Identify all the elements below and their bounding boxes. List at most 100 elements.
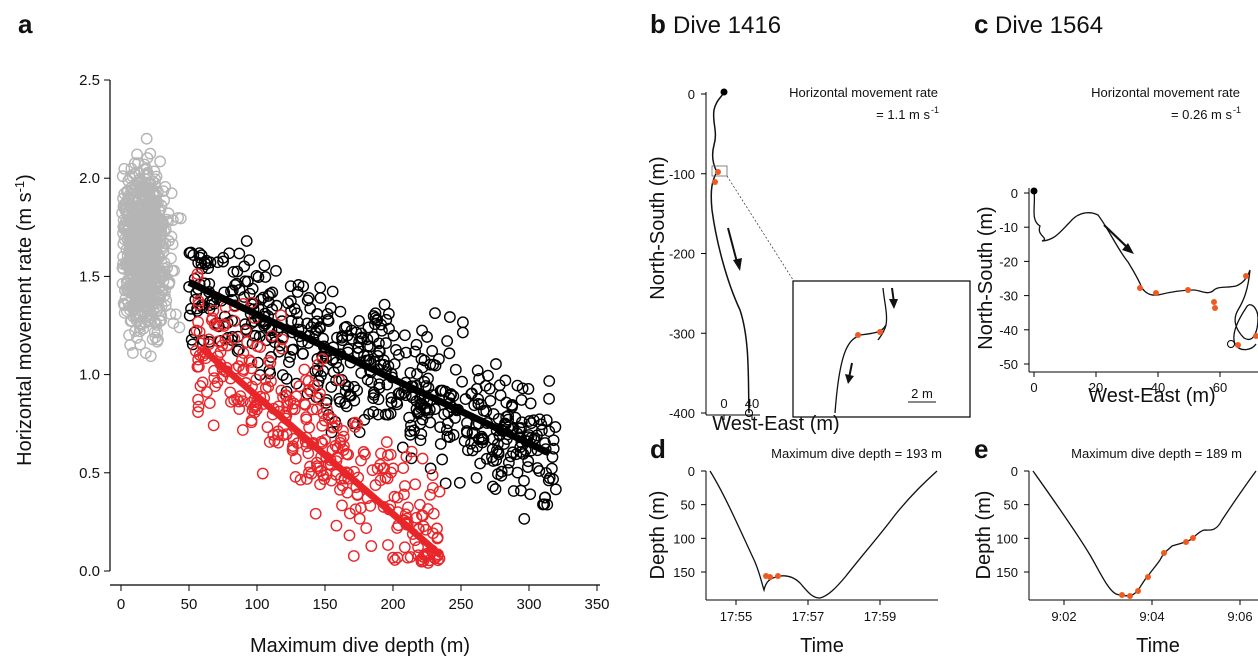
panel-a-point [258,259,271,272]
panel-e-event-dot [1135,588,1141,594]
panel-a-point [204,256,217,269]
panel-a-point [377,354,390,367]
panel-a-point [155,314,167,327]
panel-a-point [232,395,245,408]
panel-d-depth-profile: 0 50 100 150 17:55 17:57 17:59 Maximum dive de… [647,446,942,657]
panel-a-point [362,321,375,334]
panel-a-point [441,335,454,347]
panel-a-point [507,485,520,497]
panel-a-point [284,350,297,363]
panel-c-x-tick-label: 40 [1151,380,1165,395]
panel-a-red-fit [200,346,443,558]
panel-a-point [145,202,158,215]
panel-a-point [443,311,456,323]
panel-b-event-dot [712,179,718,185]
panel-a-point [167,317,180,330]
panel-a-point [373,378,386,391]
panel-a-point [243,254,256,266]
panel-a-point [416,452,429,465]
panel-a-y-tick-label: 1.0 [79,367,100,384]
panel-a-point [439,477,452,490]
panel-a-point [264,287,276,300]
panel-c-start-dot [1030,187,1038,195]
panel-a-point [122,184,134,197]
panel-a-point [334,305,347,318]
panel-a-point [343,529,356,542]
panel-a-x-tick-label: 350 [584,596,609,613]
panel-a-point [193,326,206,338]
panel-e-y-tick-label: 0 [1011,464,1018,479]
panel-b-start-dot [720,88,728,96]
panel-b-y-tick-label: -400 [669,406,695,421]
panel-a-point [421,331,433,343]
panel-a-point [357,446,370,458]
panel-a-point [259,373,272,386]
panel-d-y-tick-label: 50 [681,498,695,513]
panel-a-point [375,447,387,460]
panel-a-point [211,319,224,332]
panel-b-inset-track-branch [877,324,887,341]
panel-a-point [156,268,168,281]
panel-c-event-dot [1243,273,1249,279]
panel-b-zoom-connector [726,175,796,284]
panel-a-point [369,311,382,324]
panel-a-point [287,343,300,356]
panel-a-point [228,315,241,328]
panel-a-scatter: 0 50 100 150 200 250 300 350 0.0 0.5 1.0 1.5 2.0 2.5… [12,72,610,657]
panel-a-point [427,507,440,520]
panel-a-point [333,392,346,405]
panel-a-point [405,452,418,465]
panel-a-point [332,361,345,374]
panel-a-point [275,342,288,355]
panel-d-y-label: Depth (m) [647,491,669,580]
panel-a-point [337,444,350,456]
panel-a-point [298,363,311,376]
panel-a-point [415,553,428,566]
panel-a-point [334,437,347,449]
panel-a-point [188,326,201,339]
panel-a-point [236,424,249,436]
panel-a-point [415,353,428,365]
panel-a-point [192,406,204,418]
panel-a-point [273,345,285,358]
panel-a-point [250,269,263,282]
panel-a-point [304,460,316,473]
panel-d-x-tick-label: 17:55 [720,609,753,624]
panel-a-point [259,271,272,283]
panel-e-y-tick-label: 100 [996,531,1018,546]
panel-a-point [470,471,483,484]
panel-a-point [184,246,197,259]
panel-e-x-label: Time [1136,635,1180,657]
panel-a-point [250,373,263,386]
panel-a-point [443,347,456,360]
panel-a-point [192,353,205,366]
panel-c-rate-line1: Horizontal movement rate [1091,85,1240,100]
panel-a-point [353,512,366,525]
panel-a-point [502,413,515,426]
panel-a-point [365,540,378,552]
panel-a-point [424,488,437,501]
panel-a-point [252,271,265,284]
panel-a-point [283,356,295,369]
panel-a-point [239,275,251,288]
panel-c-event-dot [1235,342,1241,348]
panel-c-y-tick-label: -40 [999,323,1018,338]
panel-a-point [122,282,135,294]
panel-a-point [400,346,412,359]
panel-a-point [153,238,166,251]
panel-a-point [486,480,499,493]
panel-a-point [141,168,154,181]
panel-a-point [549,483,562,496]
panel-a-point [270,264,282,277]
panel-a-point [477,433,490,446]
panel-a-point [459,393,472,405]
panel-a-point [148,315,161,328]
panel-a-point [397,462,410,474]
panel-a-point [416,361,429,374]
panel-a-point [531,462,544,474]
panel-a-point [138,292,151,305]
panel-b-zoom-box [711,165,728,177]
panel-a-point [151,335,164,348]
panel-a-point [373,344,386,357]
panel-c-x-tick-label: 20 [1089,380,1103,395]
